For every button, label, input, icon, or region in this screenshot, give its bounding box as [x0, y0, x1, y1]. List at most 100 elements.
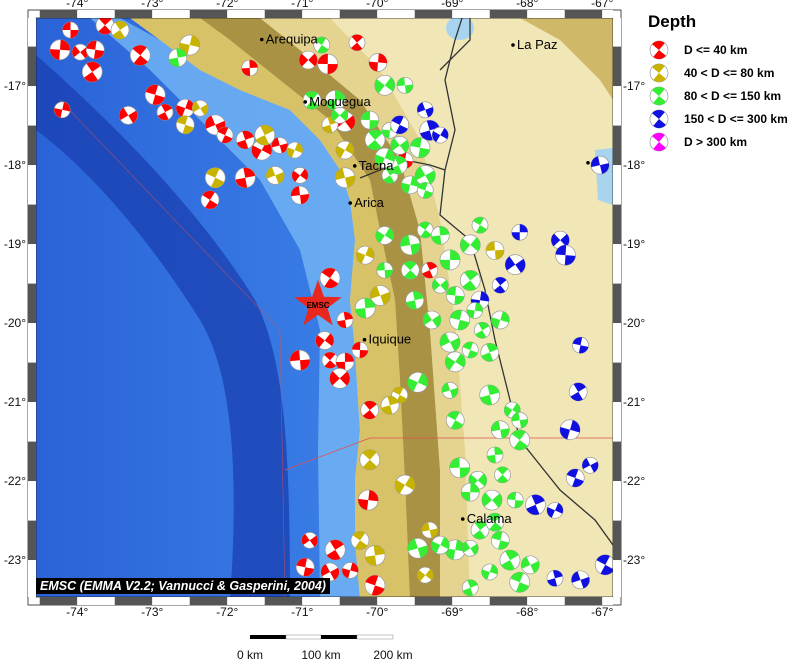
focal-mechanism-d300[interactable]: [544, 500, 565, 521]
focal-mechanism-d80[interactable]: [251, 122, 278, 149]
focal-mechanism-d40[interactable]: [351, 341, 369, 359]
legend-ball-icon[interactable]: [648, 62, 670, 84]
focal-mechanism-d40[interactable]: [289, 164, 311, 186]
focal-mechanism-d300[interactable]: [388, 113, 412, 137]
focal-mechanism-d150[interactable]: [299, 88, 324, 113]
focal-mechanism-d40[interactable]: [340, 561, 360, 581]
focal-mechanism-d150[interactable]: [396, 76, 414, 95]
focal-mechanism-d40[interactable]: [318, 560, 342, 584]
focal-mechanism-d150[interactable]: [443, 408, 467, 432]
focal-mechanism-d150[interactable]: [466, 301, 484, 319]
focal-mechanism-d80[interactable]: [264, 164, 287, 187]
focal-mechanism-d300[interactable]: [569, 568, 592, 591]
focal-mechanism-d40[interactable]: [214, 125, 235, 146]
focal-mechanism-d40[interactable]: [319, 349, 342, 372]
focal-mechanism-d80[interactable]: [189, 97, 211, 119]
focal-mechanism-d150[interactable]: [167, 47, 188, 68]
focal-mechanism-d40[interactable]: [62, 21, 79, 39]
focal-mechanism-d150[interactable]: [506, 491, 524, 509]
focal-mechanism-d300[interactable]: [511, 223, 529, 241]
focal-mechanism-d150[interactable]: [387, 133, 412, 158]
focal-mechanism-d40[interactable]: [154, 101, 176, 123]
focal-mechanism-d40[interactable]: [419, 260, 440, 281]
focal-mechanism-d80[interactable]: [178, 33, 202, 57]
focal-mechanism-d40[interactable]: [289, 349, 311, 371]
focal-mechanism-d80[interactable]: [333, 138, 357, 162]
focal-mechanism-d150[interactable]: [398, 257, 423, 282]
focal-mechanism-d40[interactable]: [357, 397, 382, 422]
focal-mechanism-d40[interactable]: [270, 136, 290, 156]
focal-mechanism-d80[interactable]: [379, 394, 401, 416]
focal-mechanism-d150[interactable]: [456, 266, 484, 294]
focal-mechanism-d80[interactable]: [356, 446, 384, 474]
focal-mechanism-d40[interactable]: [295, 557, 316, 578]
star-icon[interactable]: [294, 279, 342, 326]
focal-mechanism-d40[interactable]: [346, 31, 369, 54]
focal-mechanism-d150[interactable]: [440, 380, 460, 400]
focal-mechanism-d40[interactable]: [362, 573, 387, 598]
focal-mechanism-d150[interactable]: [404, 289, 426, 311]
focal-mechanism-d150[interactable]: [429, 274, 452, 297]
focal-mechanism-d40[interactable]: [241, 59, 259, 77]
focal-mechanism-d150[interactable]: [441, 348, 469, 376]
focal-mechanism-d150[interactable]: [415, 180, 435, 200]
focal-mechanism-d150[interactable]: [460, 482, 480, 502]
focal-mechanism-d150[interactable]: [404, 369, 431, 396]
focal-mechanism-d40[interactable]: [198, 187, 223, 212]
focal-mechanism-d40[interactable]: [336, 311, 354, 329]
focal-mechanism-d150[interactable]: [456, 231, 484, 259]
focal-mechanism-d150[interactable]: [437, 329, 464, 356]
focal-mechanism-d150[interactable]: [328, 104, 351, 127]
focal-mechanism-d80[interactable]: [367, 283, 393, 309]
focal-mechanism-d150[interactable]: [507, 569, 533, 595]
focal-mechanism-d80[interactable]: [333, 166, 357, 190]
focal-mechanism-d150[interactable]: [459, 537, 481, 559]
legend-ball-icon[interactable]: [648, 39, 670, 61]
focal-mechanism-d150[interactable]: [482, 510, 507, 535]
focal-mechanism-d150[interactable]: [376, 261, 394, 279]
focal-mechanism-d150[interactable]: [460, 340, 481, 361]
focal-mechanism-d40[interactable]: [296, 47, 321, 72]
focal-mechanism-d40[interactable]: [234, 166, 257, 189]
focal-mechanism-d150[interactable]: [478, 341, 501, 364]
focal-mechanism-d300[interactable]: [545, 568, 565, 588]
focal-mechanism-d300[interactable]: [429, 124, 451, 146]
legend-ball-icon[interactable]: [648, 85, 670, 107]
focal-mechanism-d150[interactable]: [354, 297, 376, 319]
focal-mechanism-d150[interactable]: [489, 529, 511, 551]
focal-mechanism-d150[interactable]: [444, 538, 467, 561]
focal-mechanism-d40[interactable]: [49, 39, 71, 61]
focal-mechanism-d150[interactable]: [490, 419, 511, 440]
focal-mechanism-d40[interactable]: [335, 352, 355, 372]
focal-mechanism-d80[interactable]: [364, 544, 387, 567]
focal-mechanism-d150[interactable]: [448, 308, 472, 332]
legend-ball-icon[interactable]: [648, 108, 670, 130]
focal-mechanism-d300[interactable]: [592, 551, 619, 578]
focal-mechanism-d150[interactable]: [414, 219, 436, 241]
focal-mechanism-d40[interactable]: [316, 264, 344, 292]
focal-mechanism-d40[interactable]: [317, 53, 339, 75]
focal-mechanism-d40[interactable]: [321, 536, 349, 564]
focal-mechanism-d300[interactable]: [589, 154, 611, 176]
focal-mechanism-d300[interactable]: [501, 251, 529, 279]
focal-mechanism-d40[interactable]: [92, 13, 117, 38]
focal-mechanism-d300[interactable]: [489, 274, 512, 297]
focal-mechanism-d40[interactable]: [299, 529, 321, 551]
focal-mechanism-d150[interactable]: [371, 71, 399, 99]
focal-mechanism-d150[interactable]: [491, 463, 514, 486]
focal-mechanism-d80[interactable]: [284, 140, 305, 161]
focal-mechanism-d150[interactable]: [467, 517, 492, 542]
focal-mechanism-d40[interactable]: [326, 364, 354, 392]
focal-mechanism-d150[interactable]: [486, 446, 504, 464]
focal-mechanism-d150[interactable]: [471, 319, 493, 341]
focal-mechanism-d80[interactable]: [108, 18, 133, 43]
focal-mechanism-d80[interactable]: [485, 241, 505, 260]
focal-mechanism-d300[interactable]: [564, 466, 587, 489]
focal-mechanism-d300[interactable]: [555, 244, 576, 266]
focal-mechanism-d150[interactable]: [460, 577, 481, 598]
focal-mechanism-d80[interactable]: [347, 528, 372, 553]
focal-mechanism-d150[interactable]: [478, 383, 502, 407]
focal-mechanism-d150[interactable]: [506, 426, 534, 454]
focal-mechanism-d300[interactable]: [579, 455, 601, 477]
legend-ball-icon[interactable]: [648, 131, 670, 153]
